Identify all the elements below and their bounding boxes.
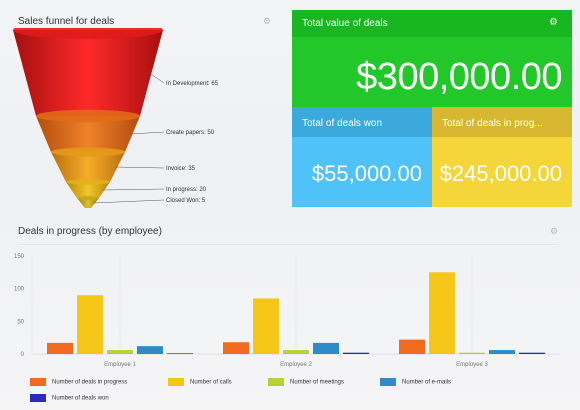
x-tick-label: Employee 3: [456, 362, 488, 368]
funnel-stage[interactable]: Closed Won: 5: [77, 196, 206, 208]
bar[interactable]: [137, 346, 163, 354]
legend-swatch: [268, 378, 284, 386]
deals-won-amount: $55,000.00: [311, 161, 422, 186]
x-tick-label: Employee 1: [104, 362, 136, 368]
funnel-stage-label: Create papers: 50: [166, 130, 215, 136]
deals-in-progress-amount: $245,000.00: [439, 161, 562, 186]
bar[interactable]: [283, 350, 309, 354]
bar[interactable]: [313, 342, 339, 354]
tile-header: [292, 10, 572, 37]
legend-label: Number of e-mails: [402, 379, 452, 386]
gear-icon[interactable]: ⚙: [549, 17, 558, 28]
y-tick-label: 100: [14, 287, 25, 293]
funnel-stage-label: In Development: 65: [166, 81, 219, 87]
y-tick-label: 50: [17, 319, 24, 325]
deals-by-employee-chart: 0 50 100 150 Employee 1 Employee 2 Employee 3: [14, 254, 560, 368]
funnel-stage[interactable]: Create papers: 50: [36, 109, 215, 152]
legend-swatch: [30, 378, 46, 386]
deals-in-progress-title: Total of deals in prog...: [442, 118, 543, 129]
bar[interactable]: [429, 272, 455, 354]
funnel-stage[interactable]: Invoice: 35: [51, 147, 196, 182]
deals-in-progress-tile[interactable]: Total of deals in prog... $245,000.00: [432, 107, 572, 207]
legend-item[interactable]: Number of e-mails: [380, 378, 451, 387]
bar[interactable]: [489, 350, 515, 354]
bar[interactable]: [399, 339, 425, 354]
total-value-tile[interactable]: Total value of deals ⚙ $300,000.00: [292, 10, 572, 107]
tile-header: [292, 107, 432, 137]
gear-icon[interactable]: ⚙: [550, 226, 559, 236]
legend-item[interactable]: Number of meetings: [268, 378, 344, 387]
bar-panel-title: Deals in progress (by employee): [18, 226, 162, 237]
funnel-stage[interactable]: In progress: 20: [66, 179, 207, 198]
bar[interactable]: [343, 352, 369, 354]
bar[interactable]: [223, 342, 249, 354]
deals-won-tile[interactable]: Total of deals won $55,000.00: [292, 107, 432, 207]
bar[interactable]: [167, 353, 193, 354]
bar[interactable]: [47, 342, 73, 354]
legend-label: Number of deals in progress: [52, 379, 128, 386]
divider: [18, 244, 558, 245]
funnel-stage-label: Invoice: 35: [166, 166, 196, 172]
bar[interactable]: [77, 295, 103, 354]
bar[interactable]: [107, 350, 133, 354]
legend-item[interactable]: Number of deals won: [30, 394, 109, 403]
legend-swatch: [168, 378, 184, 386]
total-value-amount: $300,000.00: [356, 56, 562, 98]
legend-swatch: [30, 394, 46, 402]
legend-item[interactable]: Number of calls: [168, 378, 232, 387]
gear-icon[interactable]: ⚙: [263, 16, 272, 26]
funnel-panel-title: Sales funnel for deals: [18, 16, 115, 27]
chart-legend: Number of deals in progress Number of cal…: [30, 378, 570, 408]
funnel-stage[interactable]: In Development: 65: [13, 28, 219, 116]
bar[interactable]: [459, 352, 485, 354]
y-tick-label: 0: [21, 352, 25, 358]
y-tick-label: 150: [14, 254, 25, 260]
legend-item[interactable]: Number of deals in progress: [30, 378, 127, 387]
bar[interactable]: [519, 352, 545, 354]
legend-swatch: [380, 378, 396, 386]
legend-label: Number of deals won: [52, 395, 109, 402]
x-tick-label: Employee 2: [280, 362, 312, 368]
funnel-stage-label: In progress: 20: [166, 187, 207, 193]
sales-funnel: In Development: 65 Create papers: 50 Invoi…: [13, 28, 219, 208]
legend-label: Number of calls: [190, 379, 232, 386]
total-value-title: Total value of deals: [302, 18, 388, 29]
tile-header: [432, 107, 572, 137]
deals-won-title: Total of deals won: [302, 118, 383, 129]
funnel-stage-label: Closed Won: 5: [166, 198, 206, 204]
legend-label: Number of meetings: [290, 379, 345, 386]
bar[interactable]: [253, 298, 279, 354]
